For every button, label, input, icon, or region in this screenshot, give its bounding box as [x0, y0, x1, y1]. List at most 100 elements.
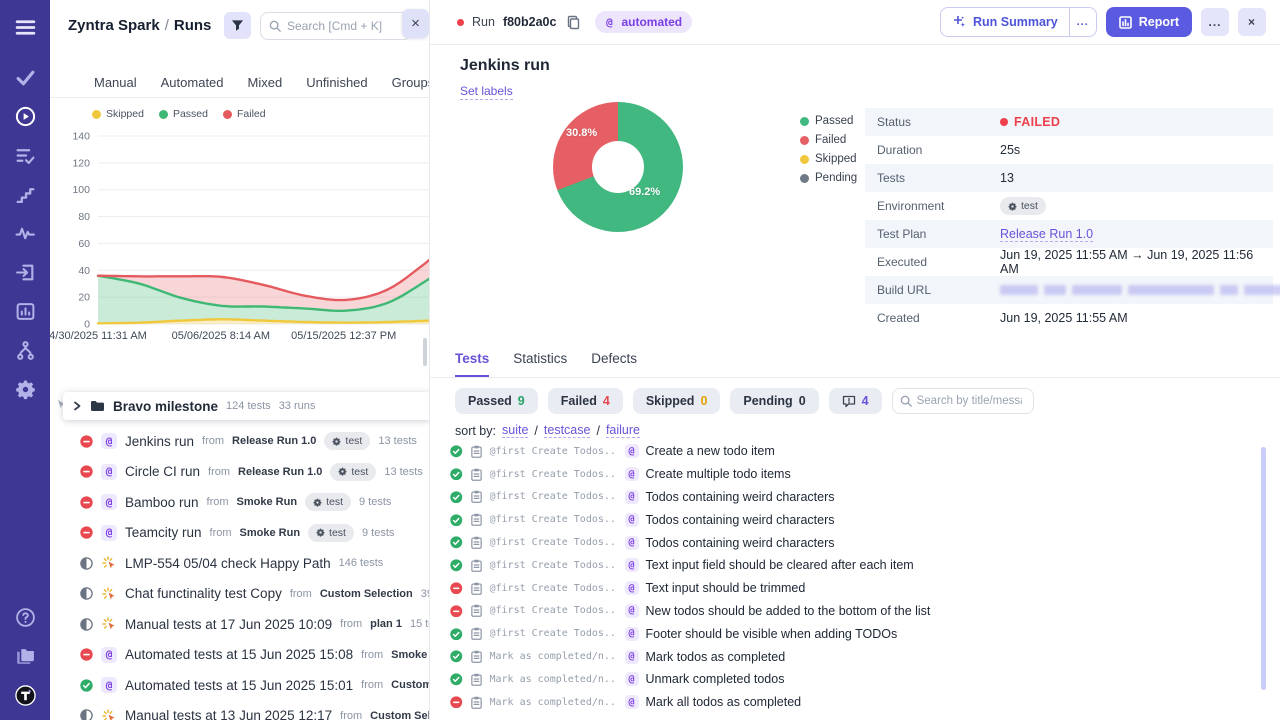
tab-automated[interactable]: Automated	[161, 75, 224, 90]
set-labels-link[interactable]: Set labels	[460, 84, 513, 100]
close-run-button[interactable]: ×	[1238, 8, 1266, 36]
check-icon[interactable]	[14, 66, 36, 88]
run-list-item[interactable]: @Jenkins runfromRelease Run 1.0test13 te…	[50, 426, 430, 457]
tab-tests[interactable]: Tests	[455, 351, 489, 377]
pulse-icon[interactable]	[14, 222, 36, 244]
settings-gear-icon[interactable]	[14, 378, 36, 400]
panel-close-button[interactable]: ×	[402, 9, 429, 38]
manual-run-icon	[101, 555, 117, 571]
filter-label: Passed	[468, 394, 512, 408]
test-title: Text input field should be cleared after…	[646, 558, 914, 572]
tab-unfinished[interactable]: Unfinished	[306, 75, 367, 90]
filter-failed-button[interactable]: Failed4	[548, 388, 623, 414]
runs-search-input[interactable]	[287, 19, 397, 33]
svg-text:0: 0	[84, 319, 90, 331]
tests-scrollbar[interactable]	[1261, 447, 1266, 690]
help-icon[interactable]	[14, 606, 36, 628]
comments-filter-button[interactable]: 4	[829, 388, 882, 414]
run-list-item[interactable]: Chat functinality test CopyfromCustom Se…	[50, 579, 430, 610]
sort-by-testcase[interactable]: testcase	[544, 423, 591, 438]
left-panel-scrollbar[interactable]	[423, 338, 427, 366]
filter-skipped-button[interactable]: Skipped0	[633, 388, 721, 414]
detail-label: Status	[865, 115, 1000, 129]
filter-pending-button[interactable]: Pending0	[730, 388, 818, 414]
sort-row: sort by:suite/testcase/failure	[455, 423, 640, 438]
test-row[interactable]: @first Create Todos...@Text input should…	[450, 577, 1260, 600]
automated-icon: @	[625, 558, 639, 572]
sort-by-failure[interactable]: failure	[606, 423, 640, 438]
run-summary-button[interactable]: Run Summary	[941, 8, 1069, 36]
automated-run-icon: @	[101, 647, 117, 663]
run-list-item[interactable]: @Teamcity runfromSmoke Runtest9 tests	[50, 518, 430, 549]
list-check-icon[interactable]	[14, 144, 36, 166]
branches-icon[interactable]	[14, 339, 36, 361]
run-name: Teamcity run	[125, 525, 202, 540]
test-row[interactable]: @first Create Todos...@Todos containing …	[450, 531, 1260, 554]
test-suite-name: @first Create Todos...	[490, 628, 618, 639]
test-row[interactable]: @first Create Todos...@Create multiple t…	[450, 463, 1260, 486]
detail-label: Environment	[865, 199, 1000, 213]
analytics-icon[interactable]	[14, 300, 36, 322]
test-suite-name: Mark as completed/n...	[490, 651, 618, 662]
chevron-right-icon[interactable]	[72, 401, 82, 411]
app-logo[interactable]	[14, 684, 36, 706]
test-row[interactable]: @first Create Todos...@New todos should …	[450, 600, 1260, 623]
test-plan-link[interactable]: Release Run 1.0	[1000, 227, 1093, 242]
milestone-row[interactable]: Bravo milestone 124 tests 33 runs	[63, 392, 430, 420]
copy-icon[interactable]	[566, 15, 581, 30]
automated-badge[interactable]: @ automated	[595, 11, 692, 33]
tab-statistics[interactable]: Statistics	[513, 351, 567, 377]
run-list-item[interactable]: Manual tests at 17 Jun 2025 10:09frompla…	[50, 609, 430, 640]
close-icon: ×	[411, 15, 420, 32]
filter-button[interactable]	[224, 12, 251, 39]
test-row[interactable]: Mark as completed/n...@Unmark completed …	[450, 668, 1260, 691]
test-row[interactable]: @first Create Todos...@Text input field …	[450, 554, 1260, 577]
run-name: Manual tests at 13 Jun 2025 12:17	[125, 708, 332, 720]
test-status-passed-icon	[450, 628, 463, 641]
menu-icon[interactable]	[14, 16, 36, 38]
tab-mixed[interactable]: Mixed	[248, 75, 283, 90]
status-failed-icon	[80, 648, 93, 661]
test-row[interactable]: @first Create Todos...@Todos containing …	[450, 508, 1260, 531]
tab-manual[interactable]: Manual	[94, 75, 137, 90]
automated-run-icon: @	[101, 677, 117, 693]
test-row[interactable]: @first Create Todos...@Create a new todo…	[450, 440, 1260, 463]
svg-text:20: 20	[78, 292, 90, 304]
test-row[interactable]: @first Create Todos...@Todos containing …	[450, 486, 1260, 509]
steps-icon[interactable]	[14, 183, 36, 205]
filter-passed-button[interactable]: Passed9	[455, 388, 538, 414]
run-list-item[interactable]: @Automated tests at 15 Jun 2025 15:08fro…	[50, 640, 430, 671]
sort-by-suite[interactable]: suite	[502, 423, 528, 438]
test-row[interactable]: Mark as completed/n...@Mark all todos as…	[450, 691, 1260, 714]
report-button[interactable]: Report	[1106, 7, 1192, 37]
runs-play-icon[interactable]	[14, 105, 36, 127]
tests-search-input[interactable]	[917, 395, 1022, 407]
filter-label: Failed	[561, 394, 597, 408]
automated-icon: @	[602, 14, 616, 30]
clipboard-icon	[470, 536, 483, 549]
test-suite-name: @first Create Todos...	[490, 491, 618, 502]
import-icon[interactable]	[14, 261, 36, 283]
run-list-item[interactable]: @Automated tests at 15 Jun 2025 15:01fro…	[50, 670, 430, 701]
projects-folder-icon[interactable]	[14, 645, 36, 667]
test-row[interactable]: Mark as completed/n...@Mark todos as com…	[450, 645, 1260, 668]
legend-label: Failed	[237, 108, 266, 120]
more-actions-button[interactable]: ...	[1201, 8, 1229, 36]
breadcrumb-project[interactable]: Zyntra Spark	[68, 17, 160, 34]
environment-badge: test	[305, 493, 351, 511]
test-row[interactable]: @first Create Todos...@Footer should be …	[450, 622, 1260, 645]
tab-groups[interactable]: Groups	[392, 75, 430, 90]
run-list-item[interactable]: Manual tests at 13 Jun 2025 12:17fromCus…	[50, 701, 430, 720]
breadcrumb-page: Runs	[174, 17, 212, 34]
legend-item-passed: Passed	[159, 108, 208, 120]
clipboard-icon	[470, 490, 483, 503]
run-label: Run	[472, 15, 495, 29]
manual-run-icon	[101, 708, 117, 720]
run-list-item[interactable]: @Circle CI runfromRelease Run 1.0test13 …	[50, 457, 430, 488]
run-list-item[interactable]: @Bamboo runfromSmoke Runtest9 tests	[50, 487, 430, 518]
run-list-item[interactable]: LMP-554 05/04 check Happy Path146 tests	[50, 548, 430, 579]
tab-defects[interactable]: Defects	[591, 351, 637, 377]
run-summary-more-button[interactable]: ...	[1069, 8, 1096, 36]
run-name: Circle CI run	[125, 464, 200, 479]
svg-text:60: 60	[78, 238, 90, 250]
